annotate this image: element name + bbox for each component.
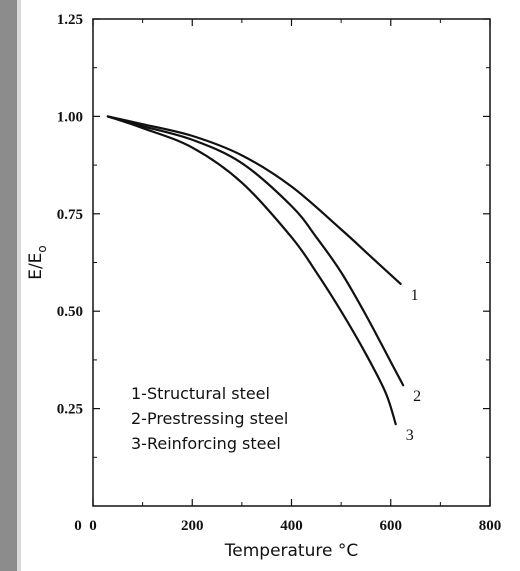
y-tick-label: 1.00 [57, 109, 83, 125]
curve-1 [106, 115, 402, 286]
x-tick-label: 800 [479, 518, 502, 534]
y-tick-label: 0.50 [57, 304, 83, 320]
legend-item: 3-Reinforcing steel [131, 434, 281, 453]
x-tick-label: 400 [280, 518, 303, 534]
left-edge-bar [0, 0, 17, 571]
curves [106, 115, 405, 426]
curve-3 [106, 115, 397, 426]
curve-2 [106, 115, 405, 387]
curve-label-2: 2 [413, 388, 421, 405]
curve-label-3: 3 [406, 427, 414, 444]
y-axis-title-subscript: o [35, 245, 49, 252]
legend-item: 1-Structural steel [131, 384, 270, 403]
y-axis-title: E/Eo [26, 245, 49, 280]
x-tick-label: 600 [380, 518, 403, 534]
x-axis-title: Temperature °C [224, 541, 358, 561]
axis-ticks: 0 200 400 600 800 0.25 0.50 0.75 1.00 1.25 0 [57, 12, 502, 534]
legend: 1-Structural steel 2-Prestressing steel 3-… [131, 384, 288, 453]
curve-label-1: 1 [411, 287, 419, 304]
legend-item: 2-Prestressing steel [131, 409, 288, 428]
left-edge-bar-highlight [17, 0, 21, 571]
y-tick-label: 1.25 [57, 12, 83, 28]
x-tick-label: 0 [89, 518, 97, 534]
curve-labels: 1 2 3 [406, 287, 421, 444]
y-tick-label: 0.25 [57, 402, 83, 418]
origin-label: 0 [74, 518, 82, 534]
y-tick-label: 0.75 [57, 207, 83, 223]
x-tick-label: 200 [181, 518, 204, 534]
plot-frame [92, 18, 491, 507]
